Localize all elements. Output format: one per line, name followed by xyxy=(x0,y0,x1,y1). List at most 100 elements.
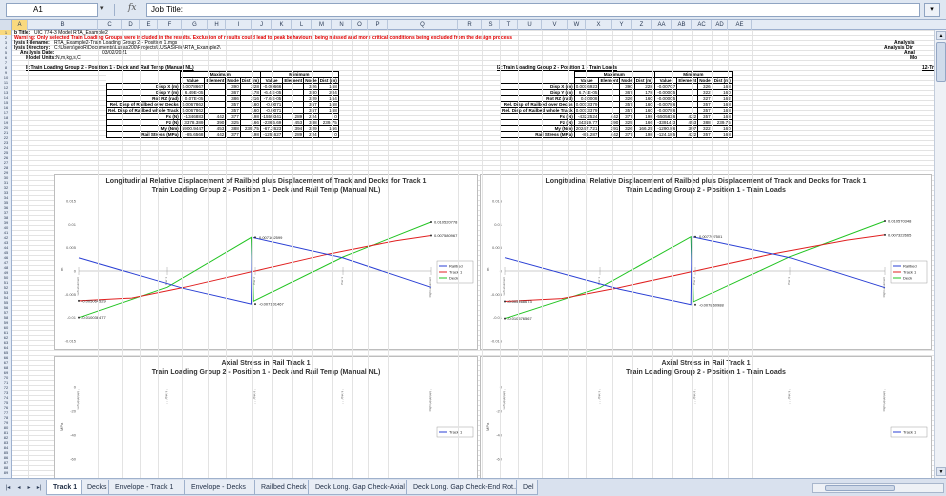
column-header-n[interactable]: N xyxy=(332,20,352,30)
row-header-25[interactable]: 25 xyxy=(3,150,9,155)
column-header-t[interactable]: T xyxy=(500,20,518,30)
row-header-87[interactable]: 87 xyxy=(3,460,9,465)
column-header-ac[interactable]: AC xyxy=(692,20,712,30)
row-header-43[interactable]: 43 xyxy=(3,240,9,245)
column-header-f[interactable]: F xyxy=(158,20,182,30)
row-header-80[interactable]: 80 xyxy=(3,425,9,430)
row-header-70[interactable]: 70 xyxy=(3,375,9,380)
sheet-tab-envelope-track-1[interactable]: Envelope - Track 1 xyxy=(108,480,186,495)
row-header-18[interactable]: 18 xyxy=(3,115,9,120)
scroll-down-icon[interactable]: ▼ xyxy=(936,467,946,476)
row-header-82[interactable]: 82 xyxy=(3,435,9,440)
row-header-59[interactable]: 59 xyxy=(3,320,9,325)
chevron-down-icon[interactable]: ▾ xyxy=(100,5,104,12)
row-header-1[interactable]: 1 xyxy=(0,30,11,35)
column-header-d[interactable]: D xyxy=(122,20,140,30)
row-header-40[interactable]: 40 xyxy=(3,225,9,230)
column-header-h[interactable]: H xyxy=(208,20,226,30)
row-header-76[interactable]: 76 xyxy=(3,405,9,410)
row-header-88[interactable]: 88 xyxy=(3,465,9,470)
row-header-55[interactable]: 55 xyxy=(3,300,9,305)
row-header-4[interactable]: 4 xyxy=(4,45,8,50)
row-header-47[interactable]: 47 xyxy=(3,260,9,265)
row-header-10[interactable]: 10 xyxy=(3,75,9,80)
column-header-ab[interactable]: AB xyxy=(672,20,692,30)
row-header-35[interactable]: 35 xyxy=(3,200,9,205)
select-all-button[interactable] xyxy=(0,20,12,30)
row-header-31[interactable]: 31 xyxy=(3,180,9,185)
row-header-28[interactable]: 28 xyxy=(3,165,9,170)
sheet-tab-railbed-check[interactable]: Railbed Check xyxy=(254,480,310,495)
column-header-r[interactable]: R xyxy=(458,20,482,30)
row-header-89[interactable]: 89 xyxy=(3,470,9,475)
row-header-84[interactable]: 84 xyxy=(3,445,9,450)
row-header-51[interactable]: 51 xyxy=(3,280,9,285)
disp-chart-right[interactable]: Longitudinal Relative Displacement of Ra… xyxy=(480,174,932,350)
sheet-tab-del[interactable]: Del xyxy=(516,480,538,495)
row-header-11[interactable]: 11 xyxy=(3,80,9,85)
row-header-16[interactable]: 16 xyxy=(3,105,9,110)
row-header-8[interactable]: 8 xyxy=(4,65,8,70)
row-header-46[interactable]: 46 xyxy=(3,255,9,260)
row-header-66[interactable]: 66 xyxy=(3,355,9,360)
column-header-ad[interactable]: AD xyxy=(712,20,728,30)
row-header-49[interactable]: 49 xyxy=(3,270,9,275)
column-header-b[interactable]: B xyxy=(28,20,98,30)
column-header-o[interactable]: O xyxy=(352,20,368,30)
row-header-23[interactable]: 23 xyxy=(3,140,9,145)
row-header-12[interactable]: 12 xyxy=(3,85,9,90)
row-header-73[interactable]: 73 xyxy=(3,390,9,395)
row-header-3[interactable]: 3 xyxy=(4,40,8,45)
row-header-60[interactable]: 60 xyxy=(3,325,9,330)
row-header-61[interactable]: 61 xyxy=(3,330,9,335)
row-header-39[interactable]: 39 xyxy=(3,220,9,225)
row-header-5[interactable]: 5 xyxy=(4,50,8,55)
row-header-65[interactable]: 65 xyxy=(3,350,9,355)
row-header-75[interactable]: 75 xyxy=(3,400,9,405)
row-header-13[interactable]: 13 xyxy=(3,90,9,95)
column-header-k[interactable]: K xyxy=(272,20,292,30)
worksheet-grid[interactable]: b Title: UIC 774-3 Model RTA_Example2 Wa… xyxy=(12,30,934,478)
row-header-74[interactable]: 74 xyxy=(3,395,9,400)
row-header-57[interactable]: 57 xyxy=(3,310,9,315)
row-header-9[interactable]: 9 xyxy=(4,70,8,75)
next-sheet-icon[interactable]: ▸ xyxy=(27,485,31,491)
row-header-62[interactable]: 62 xyxy=(3,335,9,340)
column-header-aa[interactable]: AA xyxy=(652,20,672,30)
column-header-w[interactable]: W xyxy=(568,20,586,30)
row-header-68[interactable]: 68 xyxy=(3,365,9,370)
row-header-26[interactable]: 26 xyxy=(3,155,9,160)
row-header-64[interactable]: 64 xyxy=(3,345,9,350)
sheet-tab-deck-long-gap-check-axial[interactable]: Deck Long. Gap Check-Axial xyxy=(308,480,408,495)
row-header-33[interactable]: 33 xyxy=(3,190,9,195)
column-header-p[interactable]: P xyxy=(368,20,388,30)
row-header-77[interactable]: 77 xyxy=(3,410,9,415)
column-header-s[interactable]: S xyxy=(482,20,500,30)
row-header-14[interactable]: 14 xyxy=(3,95,9,100)
first-sheet-icon[interactable]: |◂ xyxy=(5,485,11,491)
row-header-63[interactable]: 63 xyxy=(3,340,9,345)
row-header-34[interactable]: 34 xyxy=(3,195,9,200)
row-header-44[interactable]: 44 xyxy=(3,245,9,250)
row-header-37[interactable]: 37 xyxy=(3,210,9,215)
row-header-71[interactable]: 71 xyxy=(3,380,9,385)
row-header-24[interactable]: 24 xyxy=(3,145,9,150)
row-header-54[interactable]: 54 xyxy=(3,295,9,300)
sheet-tab-decks[interactable]: Decks xyxy=(80,480,110,495)
row-header-72[interactable]: 72 xyxy=(3,385,9,390)
column-header-c[interactable]: C xyxy=(98,20,122,30)
column-header-z[interactable]: Z xyxy=(632,20,652,30)
last-sheet-icon[interactable]: ▸| xyxy=(36,485,42,491)
column-header-j[interactable]: J xyxy=(252,20,272,30)
disp-chart-left[interactable]: Longitudinal Relative Displacement of Ra… xyxy=(54,174,478,350)
row-header-29[interactable]: 29 xyxy=(3,170,9,175)
name-box[interactable]: A1 xyxy=(6,3,98,17)
row-header-21[interactable]: 21 xyxy=(3,130,9,135)
row-header-2[interactable]: 2 xyxy=(4,35,8,40)
row-header-36[interactable]: 36 xyxy=(3,205,9,210)
stress-chart-right[interactable]: Axial Stress in Rail Track 1 Train Loadi… xyxy=(480,356,932,478)
row-header-53[interactable]: 53 xyxy=(3,290,9,295)
horizontal-scrollbar[interactable] xyxy=(812,483,944,493)
sheet-tab-envelope-decks[interactable]: Envelope - Decks xyxy=(184,480,256,495)
scroll-thumb[interactable] xyxy=(936,42,946,82)
